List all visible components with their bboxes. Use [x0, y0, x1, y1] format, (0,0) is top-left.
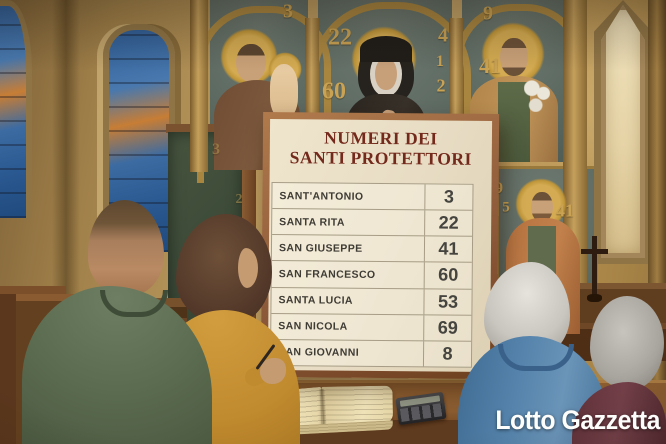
santa-rita-veil-top	[360, 36, 412, 62]
fresco-number: 9	[495, 180, 503, 197]
stained-glass-window-left-edge	[0, 0, 32, 218]
saint-number: 8	[422, 341, 472, 367]
saint-number: 3	[424, 184, 473, 210]
board-title: NUMERI DEI SANTI PROTETTORI	[270, 127, 492, 169]
elderly-woman-curly-hair	[590, 296, 664, 390]
table-row: SANTA RITA 22	[272, 209, 473, 238]
lily-flower	[524, 78, 550, 112]
crucifix-icon	[581, 249, 608, 254]
watermark-logo: Lotto Gazzetta	[495, 405, 660, 435]
saint-name: SAN GIUSEPPE	[278, 241, 363, 255]
saint-name: SANTA RITA	[279, 215, 345, 229]
fresco-number: 22	[328, 24, 352, 51]
table-row: SANTA LUCIA 53	[271, 287, 472, 316]
saint-name: SANT'ANTONIO	[279, 189, 364, 203]
fresco-number: 1	[436, 53, 444, 70]
saints-table: SANT'ANTONIO 3 SANTA RITA 22 SAN GIUSEPP…	[269, 182, 474, 368]
fresco-number: 2	[436, 75, 446, 96]
board-surface: NUMERI DEI SANTI PROTETTORI SANT'ANTONIO…	[267, 119, 493, 372]
table-row: SANT'ANTONIO 3	[272, 183, 473, 211]
woman-hand	[260, 358, 286, 384]
santa-rita-face	[375, 58, 397, 90]
san-giuseppe-head	[500, 38, 528, 76]
saint-antonio-head	[236, 44, 266, 82]
fresco-number: 41	[479, 53, 501, 78]
fresco-number: 4	[438, 24, 448, 47]
table-row: SAN GIOVANNI 8	[271, 340, 472, 367]
crucifix-base	[587, 294, 602, 302]
saint-number: 41	[423, 236, 473, 263]
saint-number: 60	[423, 262, 472, 289]
fresco-number: 5	[502, 199, 510, 216]
saint-name: SAN FRANCESCO	[278, 268, 376, 281]
board-title-line2: SANTI PROTETTORI	[289, 147, 472, 169]
table-row: SAN NICOLA 69	[271, 313, 472, 342]
saint-name: SAN GIOVANNI	[278, 346, 360, 360]
baby-jesus-figure	[270, 64, 298, 120]
gold-column	[190, 0, 208, 172]
lower-saint-head	[531, 192, 553, 222]
saint-name: SAN NICOLA	[278, 320, 348, 333]
fresco-number: 9	[483, 2, 493, 25]
saint-number: 53	[423, 288, 472, 315]
fresco-number: 3	[283, 0, 293, 23]
saint-name: SANTA LUCIA	[278, 294, 353, 307]
fresco-number: 3	[212, 141, 220, 158]
fresco-number: 60	[322, 78, 346, 105]
table-row: SAN FRANCESCO 60	[271, 261, 472, 290]
saint-number: 22	[424, 210, 473, 237]
table-row: SAN GIUSEPPE 41	[271, 235, 473, 264]
crucifix-icon	[592, 236, 597, 298]
board-title-line1: NUMERI DEI	[324, 127, 438, 149]
fresco-number: 41	[556, 200, 574, 221]
saint-number: 69	[423, 315, 472, 341]
man-head	[88, 200, 164, 296]
saints-numbers-board: NUMERI DEI SANTI PROTETTORI SANT'ANTONIO…	[260, 111, 500, 380]
arched-window-right	[601, 5, 645, 258]
fresco-number: 2	[235, 192, 243, 207]
book-page-right	[321, 385, 394, 425]
woman-face	[238, 248, 258, 288]
